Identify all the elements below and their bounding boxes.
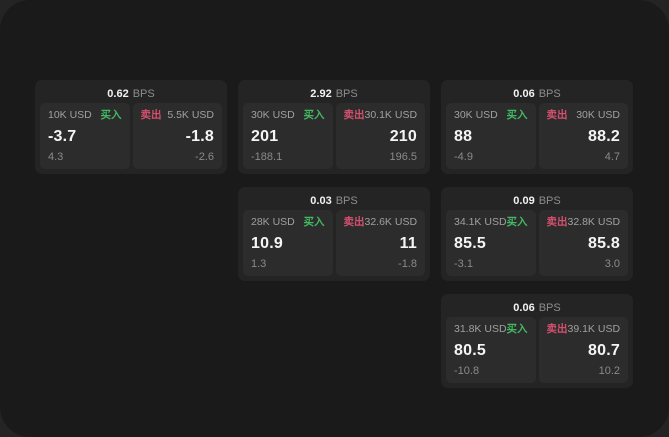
- sell-delta: 3.0: [604, 258, 620, 270]
- sell-amount: 30K USD: [576, 109, 620, 121]
- sell-price: 88.2: [588, 127, 620, 145]
- buy-delta: -3.1: [454, 258, 473, 270]
- buy-panel[interactable]: 34.1K USD 买入 85.5 -3.1: [446, 210, 536, 276]
- bps-unit-label: BPS: [538, 301, 561, 314]
- buy-tag: 买入: [303, 109, 325, 121]
- buy-panel[interactable]: 30K USD 买入 201 -188.1: [243, 103, 333, 169]
- bps-value: 2.92: [310, 87, 332, 100]
- sell-delta: 4.7: [604, 151, 620, 163]
- sell-delta: 196.5: [389, 151, 417, 163]
- buy-panel[interactable]: 10K USD 买入 -3.7 4.3: [40, 103, 130, 169]
- buy-tag: 买入: [100, 109, 122, 121]
- quote-card: 2.92 BPS 30K USD 买入 201 -188.1 卖出 30.1K …: [238, 80, 430, 174]
- quote-card: 0.06 BPS 31.8K USD 买入 80.5 -10.8 卖出 39.1…: [441, 294, 633, 388]
- bps-unit-label: BPS: [538, 194, 561, 207]
- buy-panel[interactable]: 31.8K USD 买入 80.5 -10.8: [446, 317, 536, 383]
- quote-card: 0.06 BPS 30K USD 买入 88 -4.9 卖出 30K USD: [441, 80, 633, 174]
- sell-amount: 32.8K USD: [567, 216, 621, 228]
- sell-price: 11: [399, 234, 417, 252]
- sell-tag: 卖出: [343, 109, 365, 121]
- buy-delta: -188.1: [251, 151, 283, 163]
- sell-tag: 卖出: [546, 109, 568, 121]
- sell-delta: -2.6: [195, 151, 214, 163]
- bps-value: 0.06: [513, 87, 535, 100]
- bps-unit-label: BPS: [335, 87, 358, 100]
- buy-price: -3.7: [48, 127, 77, 145]
- sell-tag: 卖出: [546, 323, 568, 335]
- buy-tag: 买入: [506, 216, 528, 228]
- buy-amount: 28K USD: [251, 216, 295, 228]
- buy-delta: 1.3: [251, 258, 267, 270]
- bps-value: 0.62: [107, 87, 129, 100]
- sell-price: 80.7: [588, 341, 620, 359]
- buy-price: 85.5: [454, 234, 486, 252]
- buy-delta: -10.8: [454, 365, 480, 377]
- sell-price: -1.8: [185, 127, 214, 145]
- quote-card: 0.62 BPS 10K USD 买入 -3.7 4.3 卖出 5.5K USD: [35, 80, 227, 174]
- quote-card: 0.03 BPS 28K USD 买入 10.9 1.3 卖出 32.6K US…: [238, 187, 430, 281]
- sell-panel[interactable]: 卖出 5.5K USD -1.8 -2.6: [132, 103, 222, 169]
- card-header: 0.09 BPS: [446, 191, 628, 210]
- card-header: 0.06 BPS: [446, 298, 628, 317]
- buy-panel[interactable]: 30K USD 买入 88 -4.9: [446, 103, 536, 169]
- bps-value: 0.06: [513, 301, 535, 314]
- sell-tag: 卖出: [343, 216, 365, 228]
- buy-delta: 4.3: [48, 151, 64, 163]
- buy-tag: 买入: [506, 323, 528, 335]
- bps-value: 0.09: [513, 194, 535, 207]
- sell-amount: 39.1K USD: [567, 323, 621, 335]
- sell-delta: 10.2: [598, 365, 620, 377]
- buy-amount: 10K USD: [48, 109, 92, 121]
- buy-price: 88: [454, 127, 473, 145]
- buy-tag: 买入: [303, 216, 325, 228]
- card-header: 0.62 BPS: [40, 84, 222, 103]
- sell-amount: 5.5K USD: [167, 109, 214, 121]
- buy-panel[interactable]: 28K USD 买入 10.9 1.3: [243, 210, 333, 276]
- sell-price: 85.8: [588, 234, 620, 252]
- sell-panel[interactable]: 卖出 32.8K USD 85.8 3.0: [538, 210, 628, 276]
- sell-amount: 30.1K USD: [364, 109, 418, 121]
- sell-price: 210: [389, 127, 417, 145]
- sell-panel[interactable]: 卖出 39.1K USD 80.7 10.2: [538, 317, 628, 383]
- card-header: 0.03 BPS: [243, 191, 425, 210]
- sell-tag: 卖出: [546, 216, 568, 228]
- sell-panel[interactable]: 卖出 30.1K USD 210 196.5: [335, 103, 425, 169]
- sell-panel[interactable]: 卖出 32.6K USD 11 -1.8: [335, 210, 425, 276]
- buy-amount: 34.1K USD: [454, 216, 507, 228]
- sell-tag: 卖出: [140, 109, 162, 121]
- quote-card: 0.09 BPS 34.1K USD 买入 85.5 -3.1 卖出 32.8K…: [441, 187, 633, 281]
- buy-delta: -4.9: [454, 151, 473, 163]
- sell-delta: -1.8: [398, 258, 417, 270]
- card-header: 2.92 BPS: [243, 84, 425, 103]
- sell-amount: 32.6K USD: [364, 216, 418, 228]
- bps-value: 0.03: [310, 194, 332, 207]
- quote-card-grid: 0.62 BPS 10K USD 买入 -3.7 4.3 卖出 5.5K USD: [35, 80, 633, 388]
- sell-panel[interactable]: 卖出 30K USD 88.2 4.7: [538, 103, 628, 169]
- buy-tag: 买入: [506, 109, 528, 121]
- buy-price: 80.5: [454, 341, 486, 359]
- bps-unit-label: BPS: [132, 87, 155, 100]
- card-header: 0.06 BPS: [446, 84, 628, 103]
- buy-price: 201: [251, 127, 279, 145]
- buy-amount: 31.8K USD: [454, 323, 507, 335]
- buy-price: 10.9: [251, 234, 283, 252]
- buy-amount: 30K USD: [454, 109, 498, 121]
- bps-unit-label: BPS: [335, 194, 358, 207]
- bps-unit-label: BPS: [538, 87, 561, 100]
- buy-amount: 30K USD: [251, 109, 295, 121]
